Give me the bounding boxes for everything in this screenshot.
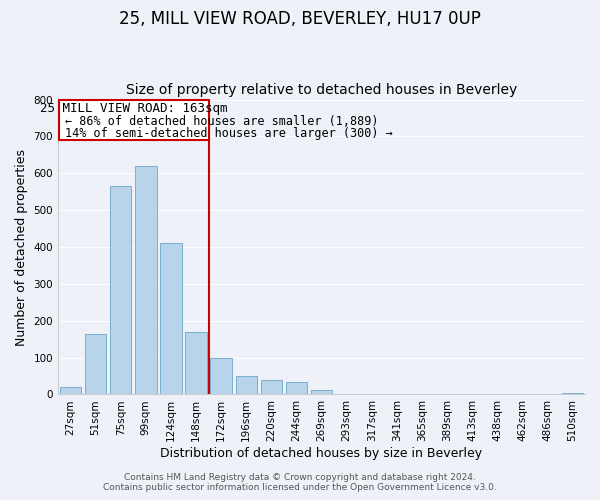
FancyBboxPatch shape <box>59 100 209 140</box>
Text: 25, MILL VIEW ROAD, BEVERLEY, HU17 0UP: 25, MILL VIEW ROAD, BEVERLEY, HU17 0UP <box>119 10 481 28</box>
Bar <box>236 376 257 394</box>
Y-axis label: Number of detached properties: Number of detached properties <box>15 148 28 346</box>
Bar <box>85 334 106 394</box>
Bar <box>185 332 207 394</box>
Bar <box>286 382 307 394</box>
Bar <box>135 166 157 394</box>
Bar <box>562 392 583 394</box>
Bar <box>260 380 282 394</box>
Bar <box>110 186 131 394</box>
Text: ← 86% of detached houses are smaller (1,889): ← 86% of detached houses are smaller (1,… <box>65 115 378 128</box>
Bar <box>160 244 182 394</box>
Bar <box>60 387 81 394</box>
Text: 25 MILL VIEW ROAD: 163sqm: 25 MILL VIEW ROAD: 163sqm <box>40 102 227 115</box>
X-axis label: Distribution of detached houses by size in Beverley: Distribution of detached houses by size … <box>160 447 482 460</box>
Bar <box>311 390 332 394</box>
Title: Size of property relative to detached houses in Beverley: Size of property relative to detached ho… <box>126 83 517 97</box>
Text: Contains HM Land Registry data © Crown copyright and database right 2024.
Contai: Contains HM Land Registry data © Crown c… <box>103 473 497 492</box>
Bar <box>211 358 232 395</box>
Text: 14% of semi-detached houses are larger (300) →: 14% of semi-detached houses are larger (… <box>65 126 392 140</box>
